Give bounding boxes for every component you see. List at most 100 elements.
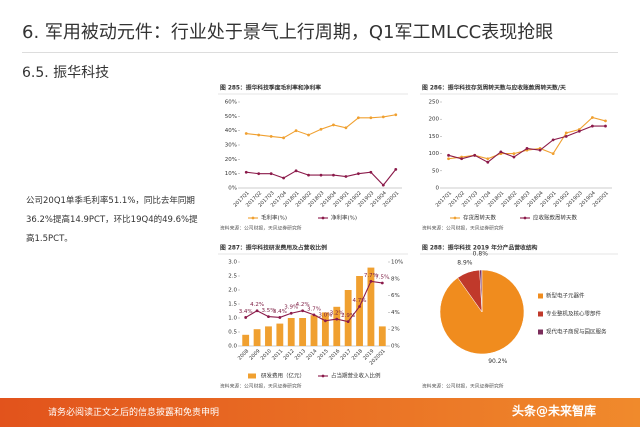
- body-text: 公司20Q1单季毛利率51.1%，同比去年同期36.2%提高14.9PCT，环比…: [26, 196, 198, 244]
- point: [538, 148, 542, 152]
- point: [394, 167, 398, 171]
- legend-swatch: [251, 216, 255, 220]
- bar: [299, 318, 307, 346]
- data-label: 3.5%: [261, 308, 275, 314]
- chart-title: 图 287：振华科技研发费用及占营收比例: [220, 244, 327, 252]
- point: [278, 316, 282, 319]
- point: [319, 127, 323, 131]
- bar: [344, 290, 352, 346]
- series-line: [246, 114, 396, 139]
- point: [551, 152, 555, 156]
- data-label: 4.7%: [353, 298, 367, 304]
- y-tick-label: 0%: [228, 186, 237, 192]
- legend-swatch: [321, 374, 325, 378]
- x-tick-label: 2015: [317, 348, 330, 361]
- bar: [333, 306, 341, 346]
- point: [369, 279, 373, 283]
- y-tick-label: 3.0: [228, 260, 237, 266]
- slide-title: 6. 军用被动元件：行业处于景气上行周期，Q1军工MLCC表现抢眼: [22, 22, 554, 43]
- point: [244, 170, 248, 174]
- x-tick-label: 2011: [271, 348, 284, 361]
- y-tick-label: 0.5: [228, 330, 237, 336]
- legend-swatch: [321, 216, 325, 220]
- y2-tick-label: 10%: [391, 260, 403, 266]
- chart-source: 资料来源：公司财报，天风证券研究所: [422, 383, 504, 390]
- data-label: 2.9%: [341, 313, 355, 319]
- point: [356, 116, 360, 120]
- x-tick-label: 2017: [339, 348, 352, 361]
- y-tick-label: 100: [429, 151, 440, 157]
- data-label: 7.5%: [375, 275, 389, 281]
- y-tick-label: 0: [436, 186, 440, 192]
- y2-tick-label: 8%: [391, 276, 400, 282]
- data-label: 4.2%: [250, 302, 264, 308]
- point: [307, 133, 310, 137]
- y-tick-label: 0.0: [228, 344, 237, 350]
- y-tick-label: 40%: [225, 128, 237, 134]
- point: [332, 123, 335, 127]
- legend-swatch: [248, 373, 256, 379]
- data-label: 3.4%: [273, 309, 287, 315]
- point: [244, 316, 248, 319]
- legend-swatch: [538, 311, 543, 317]
- point: [369, 170, 373, 174]
- chart-title: 图 286：振华科技存货周转天数与应收账款周转天数/天: [422, 84, 566, 92]
- point: [564, 131, 568, 135]
- point: [294, 129, 298, 133]
- watermark: 头条@未来智库: [512, 404, 597, 418]
- x-tick-label: 2008: [237, 348, 250, 361]
- y2-tick-label: 0%: [391, 344, 400, 350]
- point: [447, 157, 450, 161]
- y-tick-label: 10%: [225, 171, 237, 177]
- y-tick-label: 200: [429, 117, 440, 123]
- point: [512, 152, 516, 156]
- bar: [242, 334, 250, 346]
- point: [369, 116, 373, 120]
- point: [255, 309, 259, 313]
- point: [294, 169, 298, 173]
- point: [551, 138, 555, 142]
- data-label: 3.0%: [318, 312, 332, 318]
- legend-label: 应收账款周转天数: [533, 214, 578, 222]
- point: [257, 133, 261, 137]
- point: [356, 172, 360, 176]
- y-tick-label: 60%: [225, 100, 237, 106]
- divider: [22, 52, 618, 53]
- point: [269, 172, 273, 176]
- point: [346, 320, 350, 324]
- data-label: 3.7%: [307, 306, 321, 312]
- legend-label: 占当期营业收入比例: [331, 372, 381, 380]
- y2-tick-label: 6%: [391, 293, 400, 299]
- pie-label: 0.8%: [473, 251, 489, 258]
- legend-label: 研发费用（亿元）: [261, 372, 305, 380]
- y-tick-label: 30%: [225, 143, 237, 149]
- legend-label: 新型电子元器件: [546, 292, 585, 300]
- x-tick-label: 2009: [248, 348, 261, 361]
- bar: [287, 318, 295, 346]
- data-label: 7.7%: [364, 273, 378, 279]
- legend-swatch: [538, 293, 543, 299]
- x-tick-label: 2014: [305, 348, 318, 361]
- point: [460, 157, 464, 161]
- series-line: [448, 116, 606, 160]
- point: [312, 313, 316, 317]
- x-tick-label: 2013: [294, 348, 307, 361]
- point: [282, 176, 286, 180]
- bar: [378, 326, 386, 346]
- point: [335, 317, 339, 321]
- legend-label: 净利率(%): [331, 214, 357, 222]
- legend-label: 存货周转天数: [463, 214, 497, 222]
- footer-text: 请务必阅读正文之后的信息披露和免责申明: [48, 408, 220, 418]
- point: [590, 116, 594, 119]
- bar: [310, 315, 318, 346]
- y-tick-label: 50%: [225, 114, 237, 120]
- point: [301, 309, 305, 313]
- point: [358, 305, 361, 308]
- point: [267, 315, 270, 318]
- data-label: 4.2%: [296, 302, 310, 308]
- point: [447, 153, 450, 157]
- bar: [356, 276, 363, 346]
- chart-source: 资料来源：公司财报，天风证券研究所: [422, 225, 504, 232]
- bar: [265, 326, 272, 346]
